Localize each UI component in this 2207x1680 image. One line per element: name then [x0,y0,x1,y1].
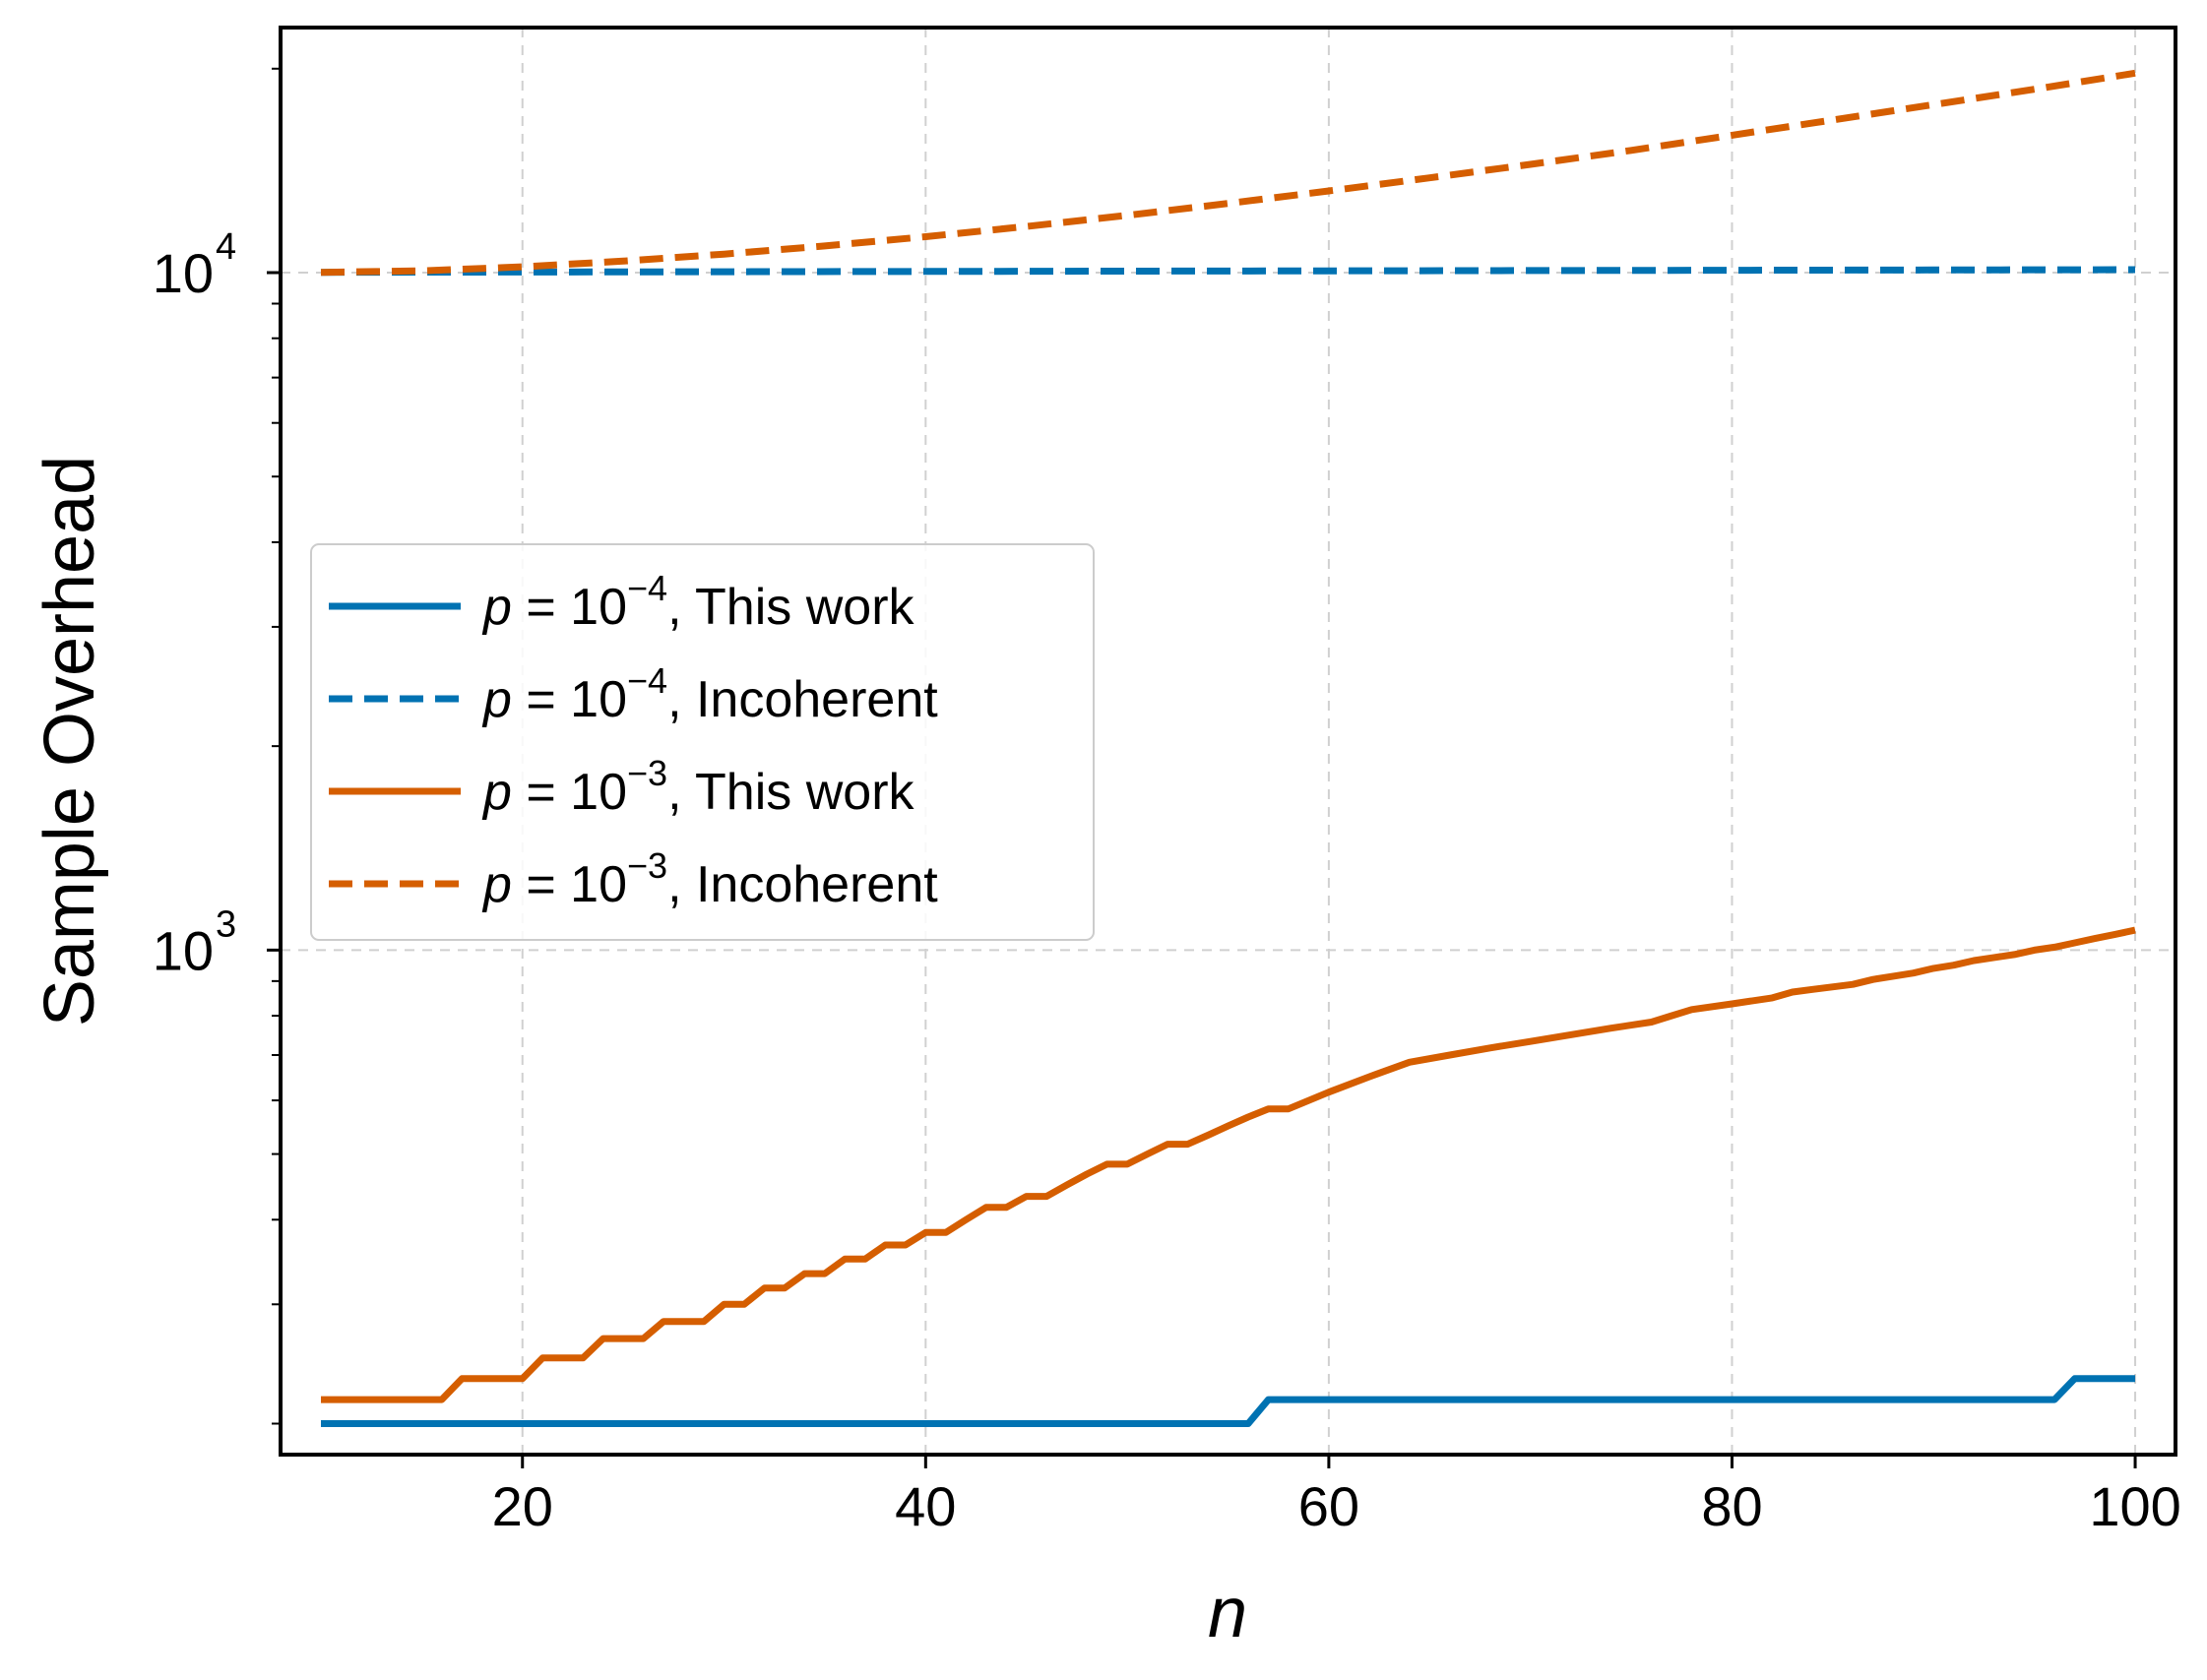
legend-label-2: p = 10−4, Incoherent [481,660,938,728]
x-tick-label: 100 [2089,1475,2180,1537]
x-tick-label: 80 [1701,1475,1762,1537]
y-tick-exponent: 3 [216,903,236,945]
x-tick-label: 40 [895,1475,956,1537]
y-tick-exponent: 4 [216,226,236,268]
x-tick-label: 20 [492,1475,553,1537]
series-line-1 [321,1375,2135,1427]
y-tick-label: 10 [153,919,214,981]
x-axis-label: n [1208,1574,1247,1652]
y-tick-label: 10 [153,242,214,304]
series-lines [320,69,2136,1427]
legend-label-4: p = 10−3, Incoherent [481,845,938,913]
legend-label-1: p = 10−4, This work [481,568,915,636]
legend: p = 10−4, This work p = 10−4, Incoherent p… [310,543,1095,941]
legend-box [310,543,1095,941]
series-line-4 [320,69,2136,277]
legend-label-3: p = 10−3, This work [481,753,915,821]
series-line-2 [320,266,2136,277]
x-tick-label: 60 [1298,1475,1359,1537]
y-axis-label: Sample Overhead [31,456,109,1027]
plot-frame [279,26,2177,1457]
series-line-3 [321,926,2136,1403]
